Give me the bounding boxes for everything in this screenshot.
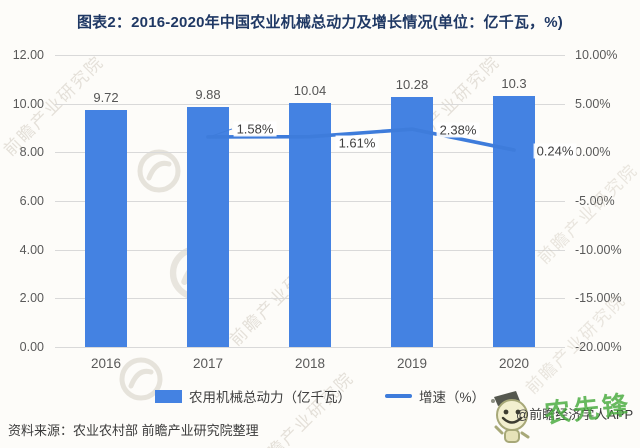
- brand-group: @前瞻经济学人APP 农先锋: [490, 385, 640, 448]
- line-value-label: 2.38%: [436, 122, 480, 138]
- mascot-icon: [491, 391, 530, 443]
- x-axis-labels: 2016 2017 2018 2019 2020: [55, 356, 565, 374]
- source-note: 资料来源：农业农村部 前瞻产业研究院整理: [8, 423, 259, 438]
- bar-value-label: 9.72: [93, 90, 119, 106]
- y-tick-left: 10.00: [12, 96, 44, 111]
- y-tick-left: 4.00: [19, 242, 44, 257]
- y-tick-left: 6.00: [19, 194, 44, 208]
- x-tick-2019: 2019: [396, 356, 428, 371]
- y-tick-right: -15.00%: [575, 291, 622, 306]
- grid-line: [55, 55, 565, 56]
- bar-2017: [187, 106, 229, 347]
- growth-line: [206, 127, 516, 152]
- bar-series-swatch-icon: [154, 389, 182, 403]
- y-tick-right: -20.00%: [575, 340, 622, 354]
- legend-item-line: 增速（%）: [384, 386, 485, 406]
- x-tick-2020: 2020: [498, 356, 530, 371]
- y-tick-right: -10.00%: [575, 242, 622, 257]
- stamp-watermark: 农先锋: [542, 390, 633, 430]
- chart-title: 图表2：2016-2020年中国农业机械总动力及增长情况(单位：亿千瓦，%): [76, 14, 563, 31]
- y-tick-right: 10.00%: [575, 48, 618, 62]
- y-tick-left: 12.00: [12, 48, 44, 62]
- line-value-label: 0.24%: [533, 143, 577, 159]
- x-tick-2017: 2017: [192, 356, 224, 371]
- grid-line: [55, 347, 565, 348]
- y-axis-right: 10.00% 5.00% 0.00% -5.00% -10.00% -15.00% -20.…: [575, 48, 639, 354]
- bar-value-label: 10.28: [395, 76, 429, 92]
- watermark-text: 前瞻产业研究院: [250, 368, 358, 448]
- x-tick-2016: 2016: [90, 356, 122, 371]
- line-series-swatch-icon: [384, 394, 412, 398]
- y-tick-right: 5.00%: [575, 96, 611, 111]
- brand-watermark: @前瞻经济学人APP: [516, 407, 634, 422]
- bar-2016: [85, 110, 127, 347]
- bar-value-label: 10.04: [293, 82, 327, 98]
- plot-area: 9.72 9.88 10.04 10.28 10.3 1.58% 1.61% 2.38% 0.2…: [55, 55, 577, 348]
- bar-2018: [289, 102, 331, 347]
- bar-value-label: 10.3: [501, 76, 527, 92]
- y-axis-left: 12.00 10.00 8.00 6.00 4.00 2.00 0.00: [0, 48, 47, 354]
- legend: 农用机械总动力（亿千瓦） 增速（%）: [0, 386, 640, 406]
- line-value-label: 1.61%: [335, 135, 379, 151]
- y-tick-left: 0.00: [19, 340, 44, 354]
- bar-2019: [391, 96, 433, 347]
- y-tick-left: 2.00: [19, 291, 44, 306]
- y-tick-right: -5.00%: [575, 194, 615, 208]
- legend-label-line: 增速（%）: [418, 390, 485, 405]
- y-tick-right: 0.00%: [575, 145, 611, 160]
- legend-label-bar: 农用机械总动力（亿千瓦）: [188, 390, 351, 405]
- legend-item-bar: 农用机械总动力（亿千瓦）: [154, 386, 351, 406]
- bar-value-label: 9.88: [195, 86, 221, 102]
- x-tick-2018: 2018: [294, 356, 326, 371]
- y-tick-left: 8.00: [19, 145, 44, 160]
- line-value-label: 1.58%: [233, 121, 277, 137]
- bar-2020: [493, 96, 535, 347]
